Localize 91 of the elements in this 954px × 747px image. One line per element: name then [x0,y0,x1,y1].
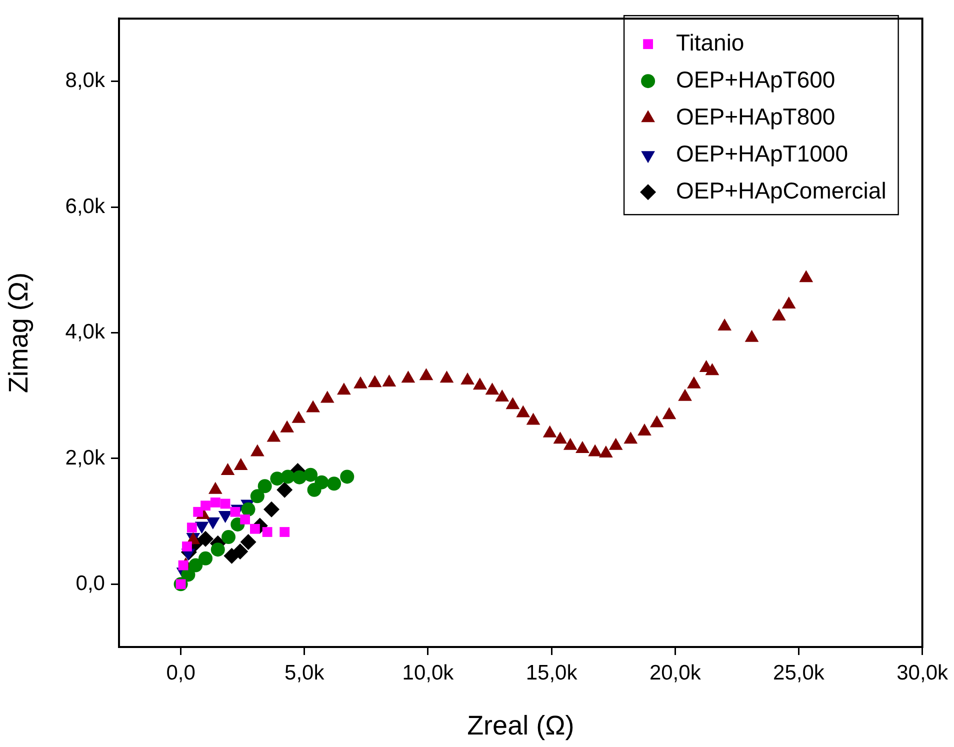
point [210,542,225,557]
point [354,376,368,388]
x-tick-label: 5,0k [284,661,325,684]
point [563,438,578,450]
point [198,530,214,547]
legend-label: OEP+HApT1000 [676,140,848,166]
point [401,370,416,383]
y-tick-label: 8,0k [65,69,106,92]
point [337,382,351,395]
point [208,482,222,494]
point [599,445,613,458]
point [553,432,568,444]
point [678,388,692,401]
point [234,458,248,470]
point [186,522,197,533]
point [232,543,248,560]
point [588,444,602,456]
point [506,397,520,410]
point [638,423,652,436]
point [306,400,320,412]
point [772,308,786,320]
y-tick-label: 0,0 [76,572,105,595]
point [264,501,280,518]
point [193,506,204,517]
point [419,368,434,380]
point [262,527,272,537]
point [250,444,264,456]
point [280,527,290,537]
point [276,482,293,498]
point [304,468,318,482]
point [624,432,638,444]
point [526,412,540,425]
y-tick-label: 4,0k [65,320,106,344]
point [178,560,188,570]
x-tick-label: 25,0k [773,661,825,684]
point [188,558,203,572]
y-axis-title: Zimag (Ω) [4,272,34,394]
point [440,370,454,383]
point [240,514,250,524]
point [687,376,701,388]
point [460,372,474,385]
legend-label: OEP+HApComercial [676,177,886,204]
point [472,378,487,390]
point [280,420,294,432]
x-tick-label: 20,0k [649,661,702,684]
x-tick-label: 30,0k [896,661,948,684]
point [650,415,664,428]
x-tick-label: 10,0k [402,661,454,684]
point [210,498,220,508]
point [220,463,235,476]
point [220,498,230,509]
point [368,375,382,388]
point [320,390,334,403]
point [485,382,500,395]
point [782,296,796,309]
point [241,502,256,516]
point [382,374,396,386]
point [542,425,557,438]
legend-label: Titanio [676,29,744,56]
x-tick-label: 0,0 [166,661,196,684]
point [495,390,510,402]
point [182,542,192,552]
point [258,479,272,494]
x-tick-label: 15,0k [526,661,578,684]
legend-label: OEP+HApT600 [676,66,836,92]
point [292,470,306,484]
point [250,489,264,504]
point [292,410,306,423]
point [516,405,530,418]
point [222,530,236,544]
point [198,551,213,566]
point [314,475,329,490]
point [230,506,240,517]
x-axis-title: Zreal (Ω) [467,710,574,740]
point [799,270,814,282]
point [240,534,256,550]
point [705,363,720,376]
point [576,441,590,454]
point [608,438,623,450]
point [280,470,295,484]
point [340,470,354,484]
point [718,318,732,331]
point [200,500,210,511]
y-tick-label: 6,0k [65,194,106,218]
point [266,430,281,442]
point [744,330,759,342]
legend-label: OEP+HApT800 [676,103,836,130]
point [662,407,676,420]
point [250,524,260,534]
point [327,476,342,491]
y-tick-label: 2,0k [65,446,106,470]
